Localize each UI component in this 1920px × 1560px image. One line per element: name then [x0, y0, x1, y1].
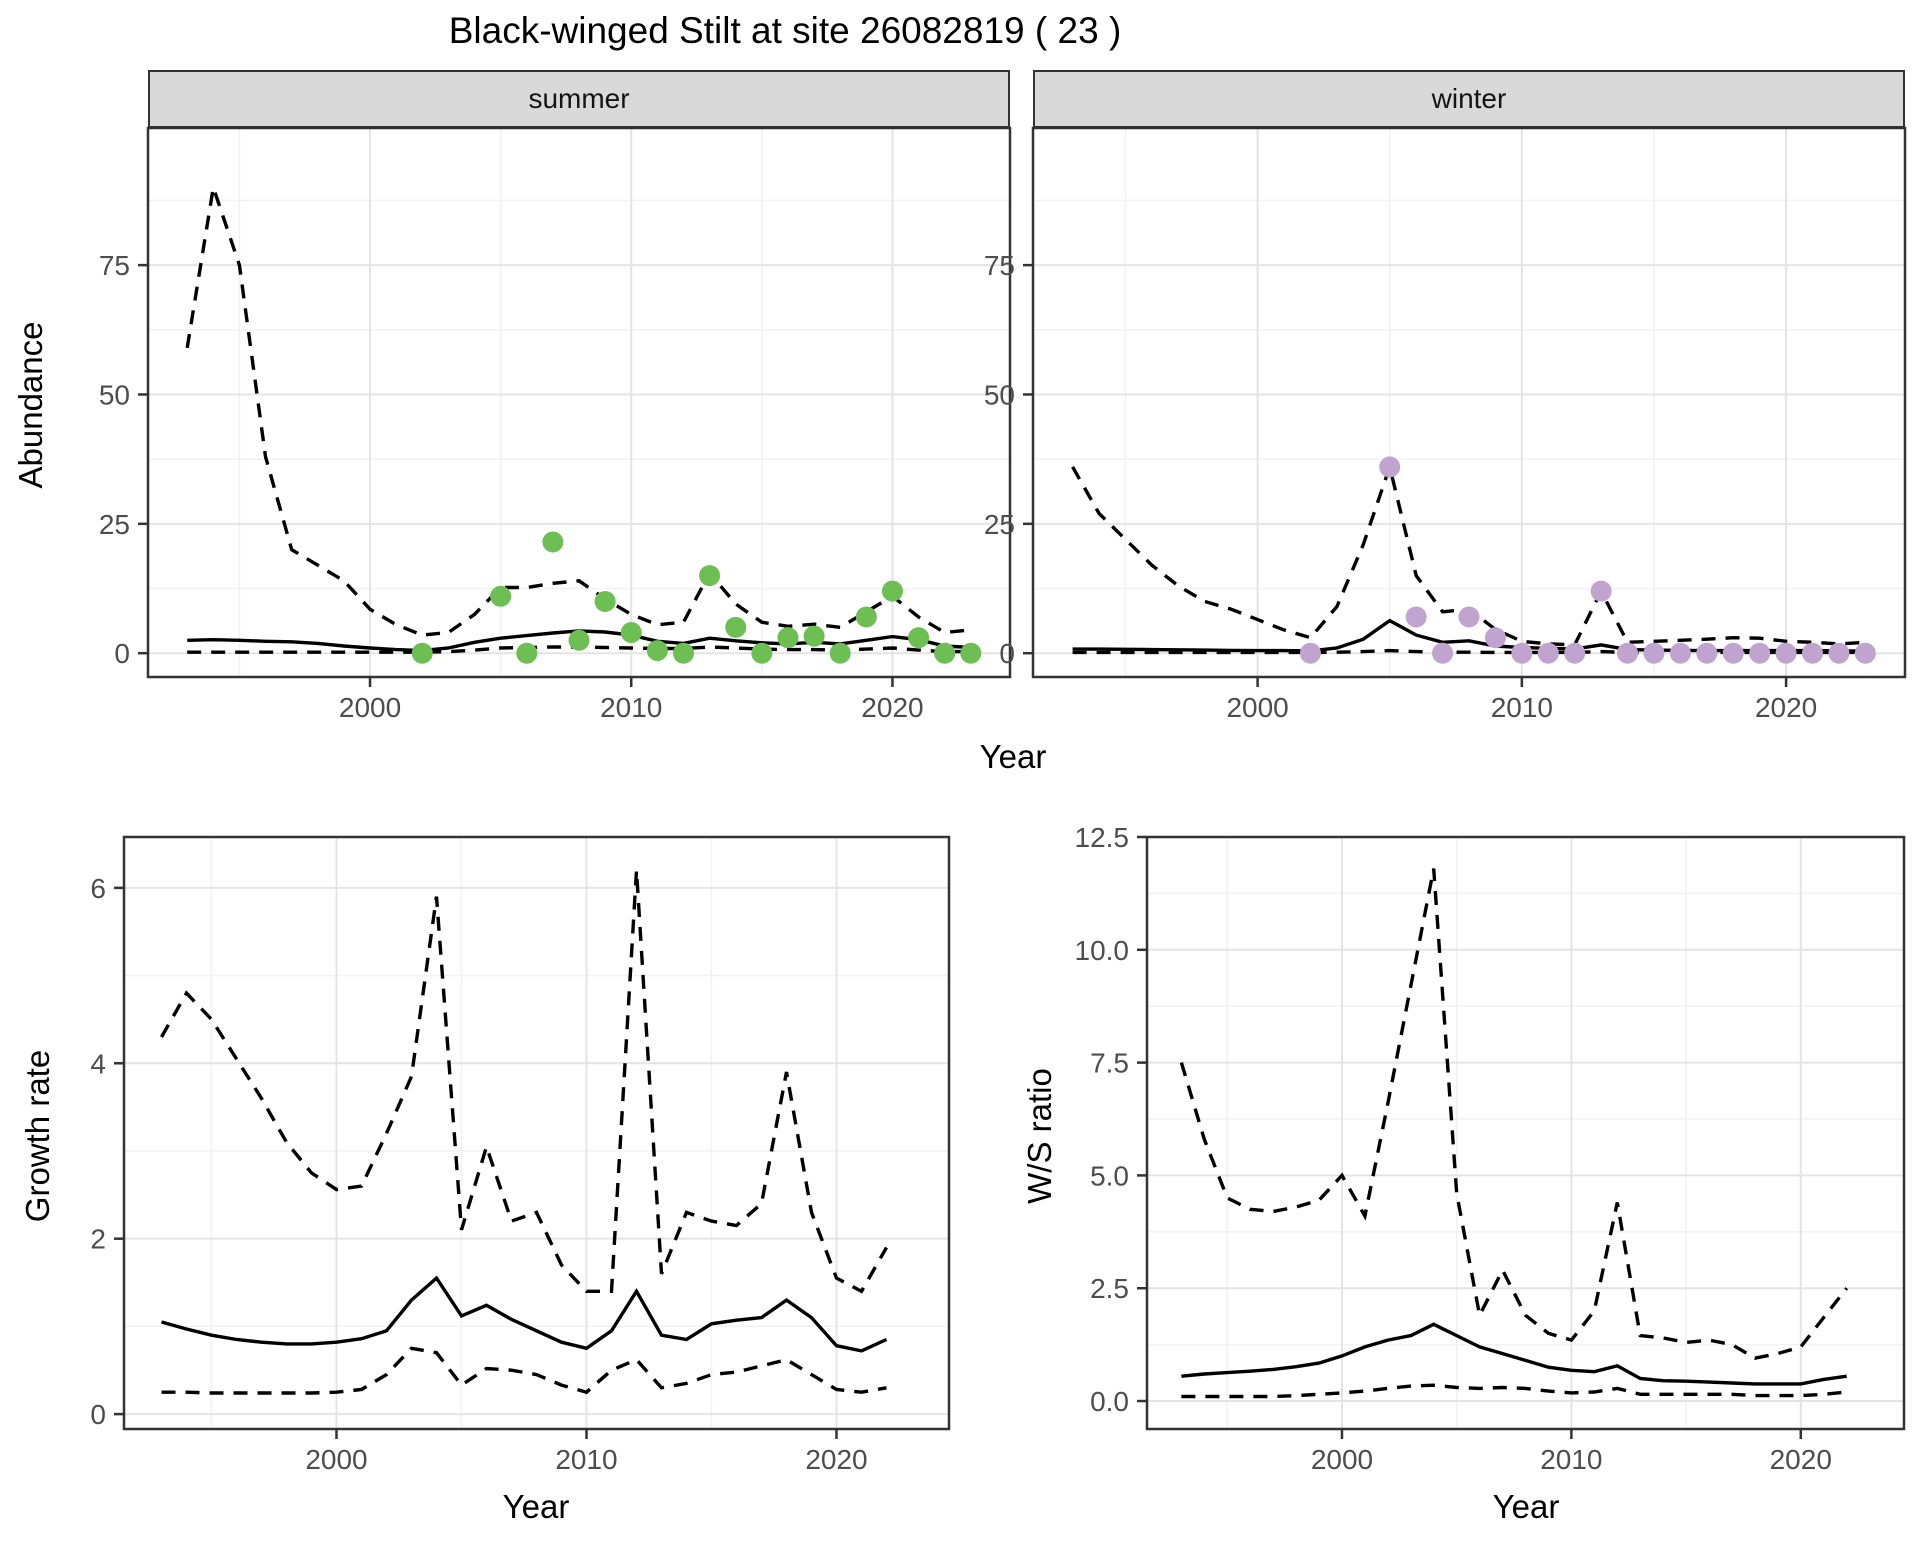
y-tick-label: 50 [99, 379, 130, 410]
observed-point [1458, 606, 1480, 628]
x-tick-label: 2000 [305, 1444, 367, 1475]
observed-point [803, 625, 825, 647]
y-tick-label: 0 [114, 638, 130, 669]
ci-line-dashed [160, 870, 888, 1294]
panel-background [148, 128, 1010, 677]
observed-point [1299, 642, 1321, 664]
panel-border [146, 126, 1012, 679]
observed-point [594, 590, 616, 612]
observed-point [699, 565, 721, 587]
panel-border [1031, 126, 1907, 679]
ci-line-dashed [161, 1346, 887, 1395]
x-axis-title-ws-ratio: Year [1492, 1488, 1560, 1525]
x-tick-label: 2020 [1755, 692, 1817, 723]
observed-point [1405, 606, 1427, 628]
x-axis-title-top: Year [979, 738, 1047, 775]
x-tick-label: 2000 [1226, 692, 1288, 723]
y-tick-label: 0.0 [1090, 1386, 1129, 1417]
observed-point [960, 642, 982, 664]
observed-point [1749, 642, 1771, 664]
panel-background [1147, 837, 1904, 1429]
observed-point [411, 642, 433, 664]
y-tick-label: 75 [99, 250, 130, 281]
observed-point [1511, 642, 1533, 664]
ci-line-dashed [185, 186, 971, 637]
observed-point [777, 627, 799, 649]
y-tick-label: 0 [999, 638, 1015, 669]
observed-point [568, 629, 590, 651]
panel-border [122, 835, 951, 1431]
y-tick-label: 2 [90, 1224, 106, 1255]
observed-point [1590, 580, 1612, 602]
ci-line-dashed [1181, 1383, 1847, 1399]
y-tick-label: 12.5 [1075, 822, 1130, 853]
y-tick-label: 0 [90, 1399, 106, 1430]
facet-strip-label: summer [528, 83, 630, 114]
observed-point [1802, 642, 1824, 664]
y-tick-label: 25 [99, 509, 130, 540]
observed-point [751, 642, 773, 664]
fit-line [1181, 1322, 1847, 1386]
x-tick-label: 2000 [339, 692, 401, 723]
observed-point [542, 531, 564, 553]
y-tick-label: 25 [984, 509, 1015, 540]
x-tick-label: 2020 [1770, 1444, 1832, 1475]
observed-point [1696, 642, 1718, 664]
x-tick-label: 2010 [555, 1444, 617, 1475]
facet-strip-winter: winter [1033, 70, 1905, 128]
x-tick-label: 2000 [1311, 1444, 1373, 1475]
y-tick-label: 50 [984, 379, 1015, 410]
observed-point [881, 580, 903, 602]
observed-point [1484, 627, 1506, 649]
panel-border [1145, 835, 1906, 1431]
observed-point [1379, 456, 1401, 478]
facet-strip-summer: summer [148, 70, 1010, 128]
x-tick-label: 2020 [805, 1444, 867, 1475]
observed-point [1537, 642, 1559, 664]
observed-point [1722, 642, 1744, 664]
observed-point [516, 642, 538, 664]
observed-point [1643, 642, 1665, 664]
y-tick-label: 7.5 [1090, 1048, 1129, 1079]
observed-point [620, 622, 642, 644]
observed-point [829, 642, 851, 664]
x-axis-title-growth-rate: Year [502, 1488, 570, 1525]
observed-point [672, 642, 694, 664]
panel-background [1033, 128, 1905, 677]
facet-strip-label: winter [1431, 83, 1507, 114]
x-tick-label: 2020 [861, 692, 923, 723]
observed-point [855, 606, 877, 628]
y-tick-label: 10.0 [1075, 935, 1130, 966]
chart-title: Black-winged Stilt at site 26082819 ( 23… [448, 10, 1122, 51]
observed-point [1669, 642, 1691, 664]
y-tick-label: 5.0 [1090, 1160, 1129, 1191]
observed-point [1828, 642, 1850, 664]
observed-point [1432, 642, 1454, 664]
observed-point [1564, 642, 1586, 664]
observed-point [908, 627, 930, 649]
y-tick-label: 6 [90, 873, 106, 904]
y-tick-label: 4 [90, 1048, 106, 1079]
y-tick-label: 75 [984, 250, 1015, 281]
x-tick-label: 2010 [600, 692, 662, 723]
fit-line [161, 1275, 888, 1353]
observed-point [934, 642, 956, 664]
x-tick-label: 2010 [1491, 692, 1553, 723]
observed-point [1854, 642, 1876, 664]
observed-point [490, 585, 512, 607]
y-tick-label: 2.5 [1090, 1273, 1129, 1304]
observed-point [725, 616, 747, 638]
ci-line-dashed [1179, 868, 1849, 1360]
x-tick-label: 2010 [1540, 1444, 1602, 1475]
observed-point [646, 640, 668, 662]
observed-point [1775, 642, 1797, 664]
observed-point [1617, 642, 1639, 664]
